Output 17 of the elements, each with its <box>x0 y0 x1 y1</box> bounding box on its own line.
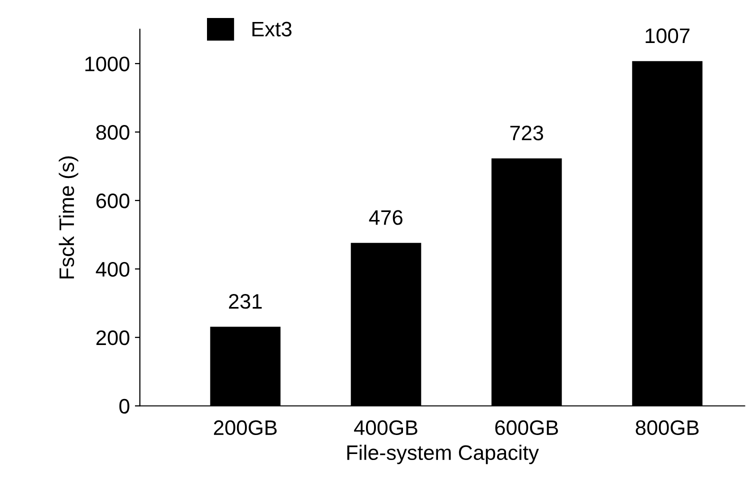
x-tick-label: 200GB <box>214 420 277 436</box>
x-tick-label: 600GB <box>495 420 558 436</box>
data-label: 1007 <box>646 28 690 44</box>
data-label: 723 <box>510 126 544 140</box>
y-tick-label: 600 <box>96 193 130 208</box>
y-tick-label: 1000 <box>85 56 130 72</box>
x-tick-label: 800GB <box>636 420 699 436</box>
y-tick-label: 400 <box>96 262 130 277</box>
y-tick-label: 200 <box>96 330 130 346</box>
data-label: 476 <box>369 210 402 225</box>
y-axis-title: Fsck Time (s) <box>58 156 78 278</box>
data-label: 231 <box>229 294 262 309</box>
x-axis-title: File-system Capacity <box>347 444 539 464</box>
y-tick-label: 0 <box>119 398 130 414</box>
y-tick-label: 800 <box>96 125 130 140</box>
x-tick-label: 400GB <box>354 420 418 436</box>
legend-label: Ext3 <box>252 22 292 37</box>
